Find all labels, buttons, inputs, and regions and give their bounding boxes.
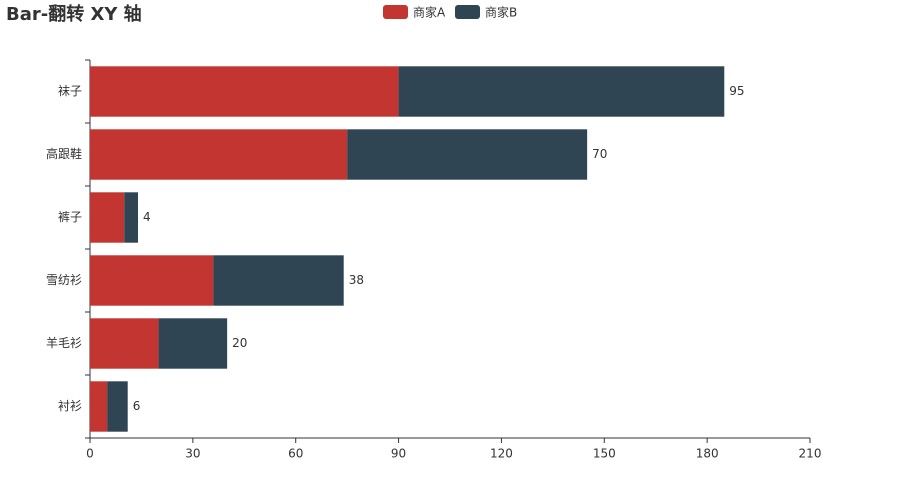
data-label: 38 [349, 273, 364, 287]
data-label: 70 [592, 147, 607, 161]
bar [124, 192, 138, 243]
x-tick-label: 30 [185, 447, 200, 461]
y-tick-label: 高跟鞋 [46, 146, 82, 161]
bar [158, 318, 228, 369]
y-tick-label: 雪纺衫 [46, 273, 82, 287]
data-label: 4 [143, 210, 151, 224]
legend-item[interactable]: 商家A [383, 5, 446, 20]
legend-label: 商家B [485, 5, 517, 20]
legend-swatch [455, 5, 480, 19]
bar [90, 192, 125, 243]
x-tick-label: 60 [288, 447, 303, 461]
bar [90, 129, 348, 180]
legend-swatch [383, 5, 408, 19]
x-tick-label: 180 [696, 447, 719, 461]
bar [213, 255, 344, 306]
y-tick-label: 袜子 [58, 84, 82, 98]
bar [347, 129, 588, 180]
x-tick-label: 120 [490, 447, 513, 461]
bar [90, 255, 214, 306]
chart-title: Bar-翻转 XY 轴 [6, 3, 142, 25]
y-tick-label: 裤子 [58, 210, 82, 224]
bar [90, 66, 399, 117]
bar [398, 66, 725, 117]
x-tick-label: 150 [593, 447, 616, 461]
bar [90, 381, 108, 432]
legend-item[interactable]: 商家B [455, 5, 517, 20]
bar [107, 381, 128, 432]
data-label: 95 [729, 84, 744, 98]
x-tick-label: 90 [391, 447, 406, 461]
data-label: 20 [232, 336, 247, 350]
x-tick-label: 0 [86, 447, 94, 461]
legend-label: 商家A [413, 5, 446, 20]
x-tick-label: 210 [799, 447, 822, 461]
bar [90, 318, 159, 369]
legend: 商家A 商家B [383, 5, 517, 20]
y-tick-label: 衬衫 [58, 399, 82, 413]
data-label: 6 [133, 399, 141, 413]
y-tick-label: 羊毛衫 [46, 335, 82, 350]
